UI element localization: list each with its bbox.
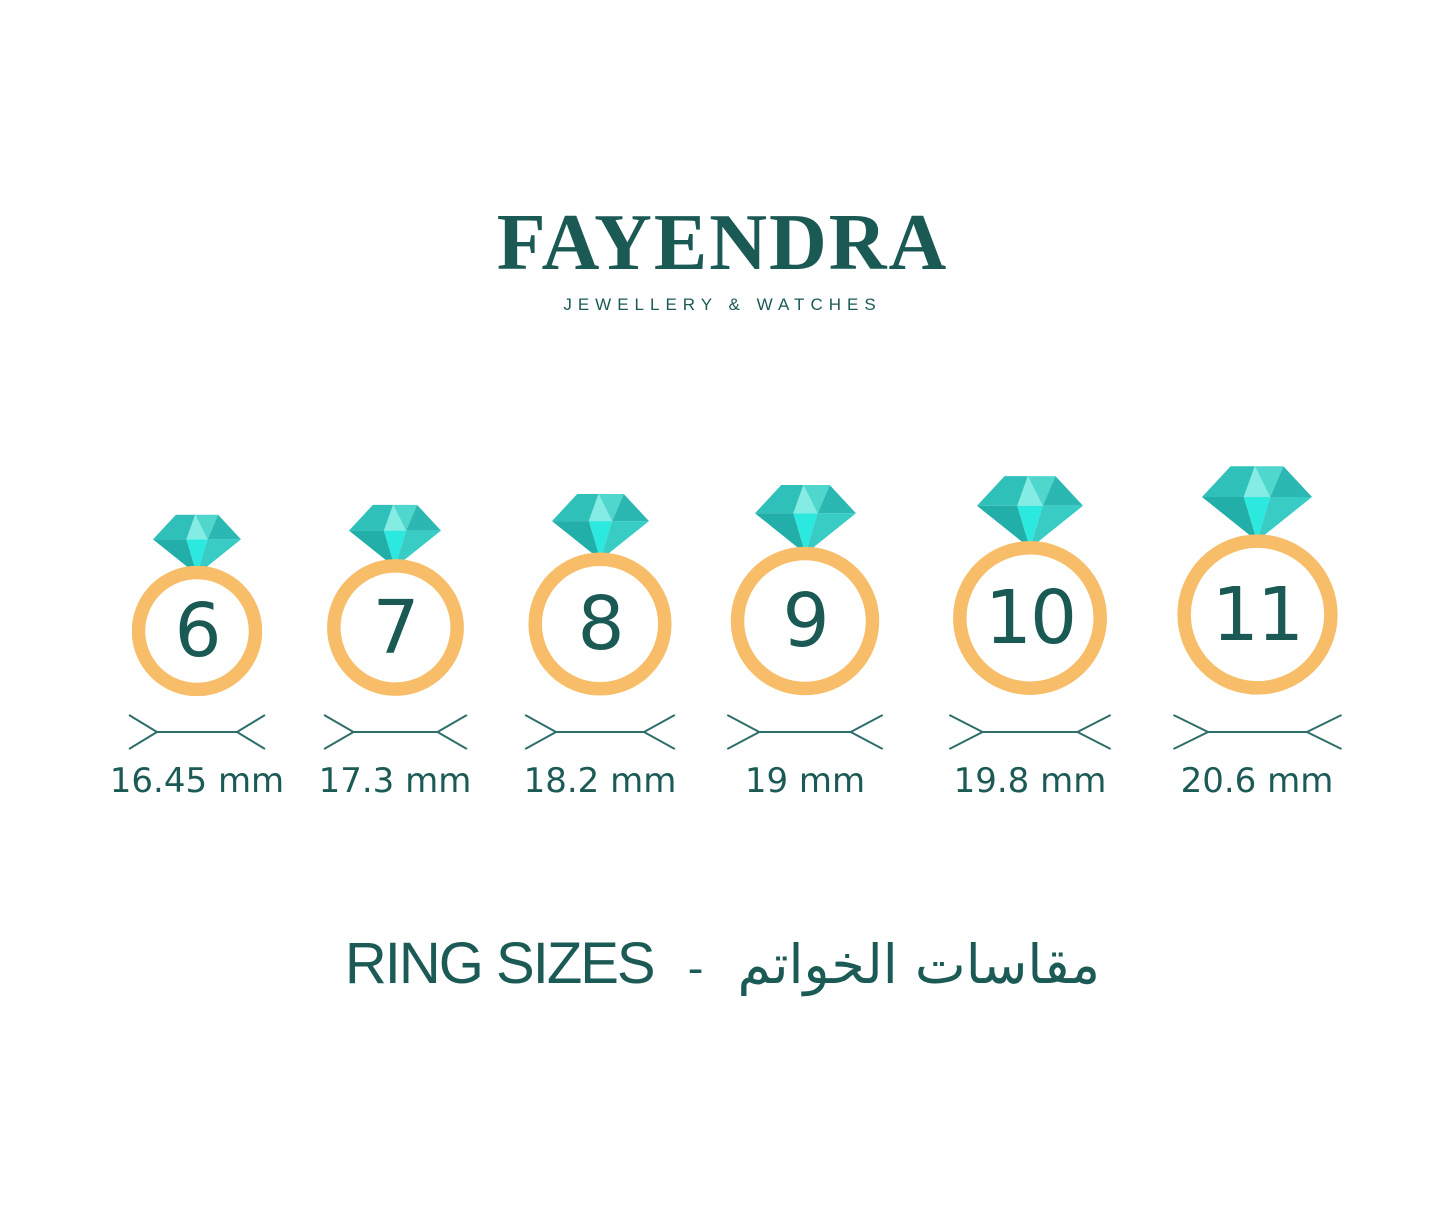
- diameter-label: 17.3 mm: [318, 761, 472, 801]
- ring-band-10: 10: [952, 540, 1108, 696]
- ring-size-11-column: 11 20.6 mm: [1147, 440, 1367, 800]
- ring-band-8: 8: [528, 552, 672, 696]
- measure-arrow: [725, 710, 885, 754]
- diamond-icon: [153, 514, 241, 575]
- diameter-label: 19 mm: [744, 761, 866, 801]
- diamond-icon: [349, 504, 441, 568]
- ring-size-number: 10: [984, 575, 1077, 661]
- diameter-label: 16.45 mm: [109, 761, 285, 801]
- title-separator: -: [687, 943, 704, 994]
- ring-band-7: 7: [327, 559, 464, 696]
- diameter-label: 19.8 mm: [953, 761, 1107, 801]
- diamond-icon: [1202, 466, 1312, 541]
- ring-size-8-column: 8 18.2 mm: [490, 440, 710, 800]
- brand-name: FAYENDRA: [496, 199, 949, 287]
- page-title: RING SIZES - مقاسات الخواتم: [0, 930, 1445, 997]
- measure-arrow: [947, 710, 1113, 754]
- ring-size-number: 11: [1211, 571, 1304, 658]
- measure-arrow: [1171, 710, 1344, 754]
- ring-band-icon: [730, 546, 880, 696]
- brand-tagline: JEWELLERY & WATCHES: [563, 295, 882, 314]
- measure-arrow: [322, 710, 469, 754]
- ring-size-number: 7: [372, 584, 419, 671]
- ring-band-6: 6: [132, 566, 262, 696]
- ring-size-number: 9: [782, 578, 829, 664]
- ring-band-icon: [952, 540, 1108, 696]
- ring-size-number: 8: [577, 581, 624, 667]
- diamond-icon: [977, 475, 1083, 548]
- page-title-ar: مقاسات الخواتم: [737, 933, 1101, 996]
- diamond-icon: [551, 494, 649, 561]
- page-title-en: RING SIZES: [344, 931, 656, 996]
- ring-size-7-column: 7 17.3 mm: [285, 440, 505, 800]
- diameter-label: 18.2 mm: [523, 761, 677, 801]
- ring-band-9: 9: [730, 546, 880, 696]
- diamond-icon: [754, 485, 856, 554]
- ring-size-10-column: 10 19.8 mm: [920, 440, 1140, 800]
- ring-band-icon: [528, 552, 672, 696]
- ring-band-11: 11: [1176, 533, 1339, 696]
- ring-band-icon: [327, 559, 464, 696]
- ring-size-number: 6: [174, 588, 221, 674]
- ring-band-icon: [1176, 533, 1339, 696]
- ring-size-9-column: 9 19 mm: [695, 440, 915, 800]
- measure-arrow: [523, 710, 677, 754]
- measure-arrow: [127, 710, 267, 754]
- diameter-label: 20.6 mm: [1180, 761, 1334, 801]
- brand-logo: FAYENDRA JEWELLERY & WATCHES: [0, 203, 1445, 315]
- ring-band-icon: [132, 566, 262, 696]
- ring-size-6-column: 6 16.45 mm: [87, 440, 307, 800]
